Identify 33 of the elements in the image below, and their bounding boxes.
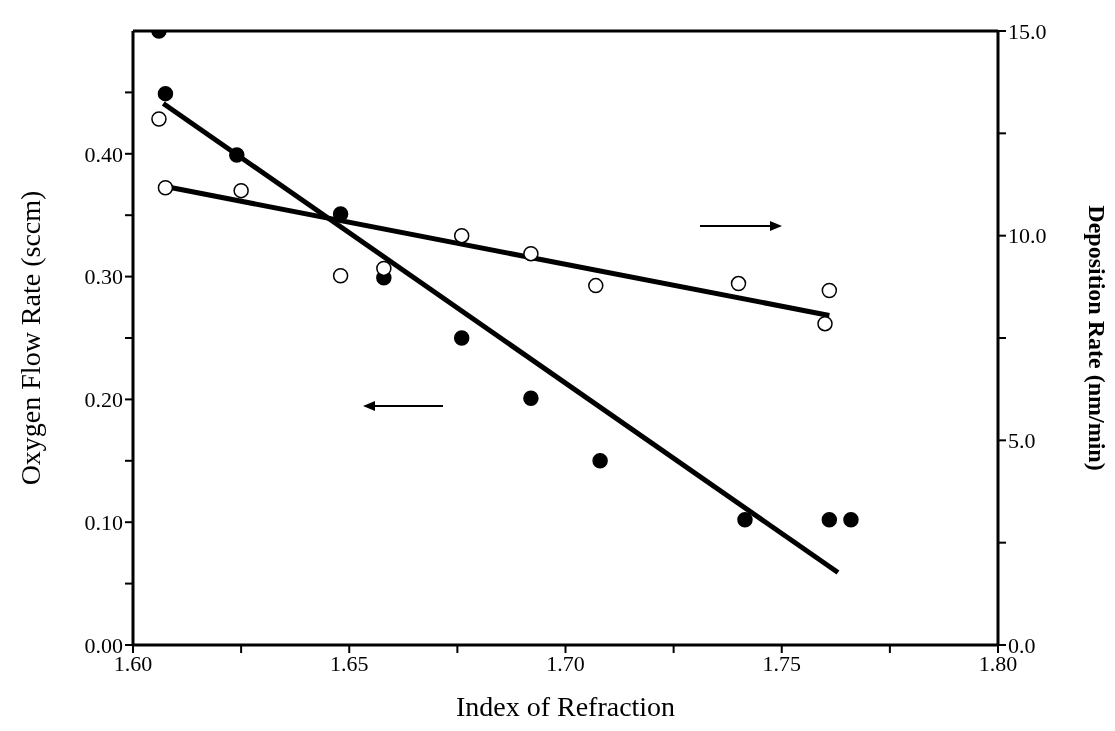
point [229, 147, 245, 163]
point [376, 260, 392, 277]
y-tick-label: 0.30 [84, 264, 123, 290]
point [523, 245, 539, 262]
x-tick-label: 1.70 [546, 650, 585, 676]
point [332, 206, 349, 222]
point [332, 268, 349, 284]
point [233, 182, 249, 199]
point [523, 390, 539, 406]
point [151, 111, 167, 127]
point [730, 275, 747, 292]
point [453, 227, 470, 244]
y-axis-title: Oxygen Flow Rate (sccm) [14, 190, 46, 486]
y2-tick-label: 15.0 [1008, 18, 1047, 44]
y-tick-label: 0.40 [84, 141, 123, 167]
x-tick-label: 1.75 [762, 650, 801, 676]
point [453, 330, 470, 346]
x-tick-label: 1.65 [330, 650, 369, 676]
y2-axis-title: Deposition Rate (nm/min) [1084, 205, 1111, 471]
x-axis-title: Index of Refraction [455, 691, 676, 722]
point [157, 180, 174, 196]
point [737, 511, 753, 528]
point [592, 453, 608, 469]
point [588, 277, 604, 294]
y2-tick-label: 5.0 [1008, 428, 1036, 454]
point [821, 282, 838, 299]
point [817, 315, 833, 332]
y-tick-label: 0.10 [84, 510, 123, 536]
point [157, 85, 174, 102]
y-tick-label: 0.20 [84, 387, 123, 413]
point [843, 511, 859, 528]
y2-tick-label: 10.0 [1008, 223, 1047, 249]
point [821, 511, 838, 528]
